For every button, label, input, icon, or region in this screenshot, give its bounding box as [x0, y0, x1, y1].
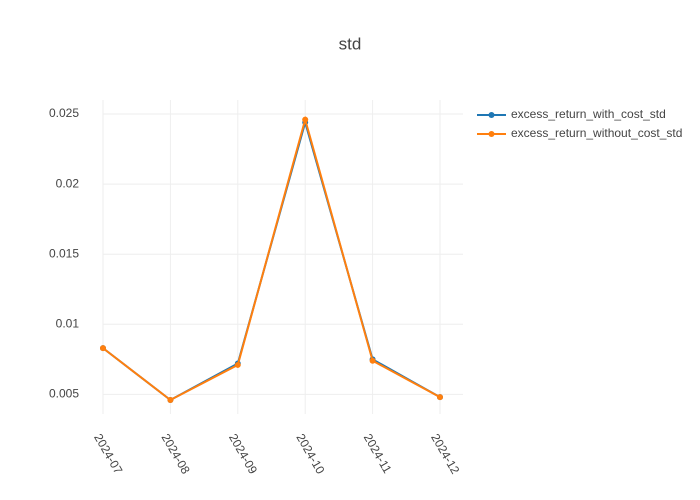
- x-tick-label: 2024-10: [293, 431, 327, 476]
- point: [167, 396, 174, 403]
- point: [369, 357, 376, 364]
- series-line: [102, 118, 441, 402]
- legend-marker: [488, 112, 495, 118]
- legend-marker: [488, 131, 495, 137]
- x-tick-label: 2024-07: [91, 431, 125, 476]
- legend-label: excess_return_without_cost_std: [511, 126, 682, 140]
- y-tick-label: 0.025: [49, 106, 79, 120]
- x-tick-label: 2024-11: [361, 431, 395, 476]
- y-tick-label: 0.01: [56, 316, 80, 330]
- point: [302, 116, 309, 123]
- y-tick-label: 0.02: [56, 176, 80, 190]
- x-tick-label: 2024-09: [226, 431, 260, 476]
- point: [437, 394, 443, 401]
- point: [100, 345, 106, 352]
- legend-label: excess_return_with_cost_std: [511, 107, 666, 121]
- point: [234, 361, 241, 368]
- y-tick-label: 0.005: [49, 387, 79, 401]
- series-line: [102, 115, 441, 402]
- x-tick-label: 2024-08: [159, 431, 193, 476]
- x-tick-label: 2024-12: [428, 431, 462, 476]
- chart-title: std: [339, 34, 362, 53]
- y-tick-label: 0.015: [49, 246, 79, 260]
